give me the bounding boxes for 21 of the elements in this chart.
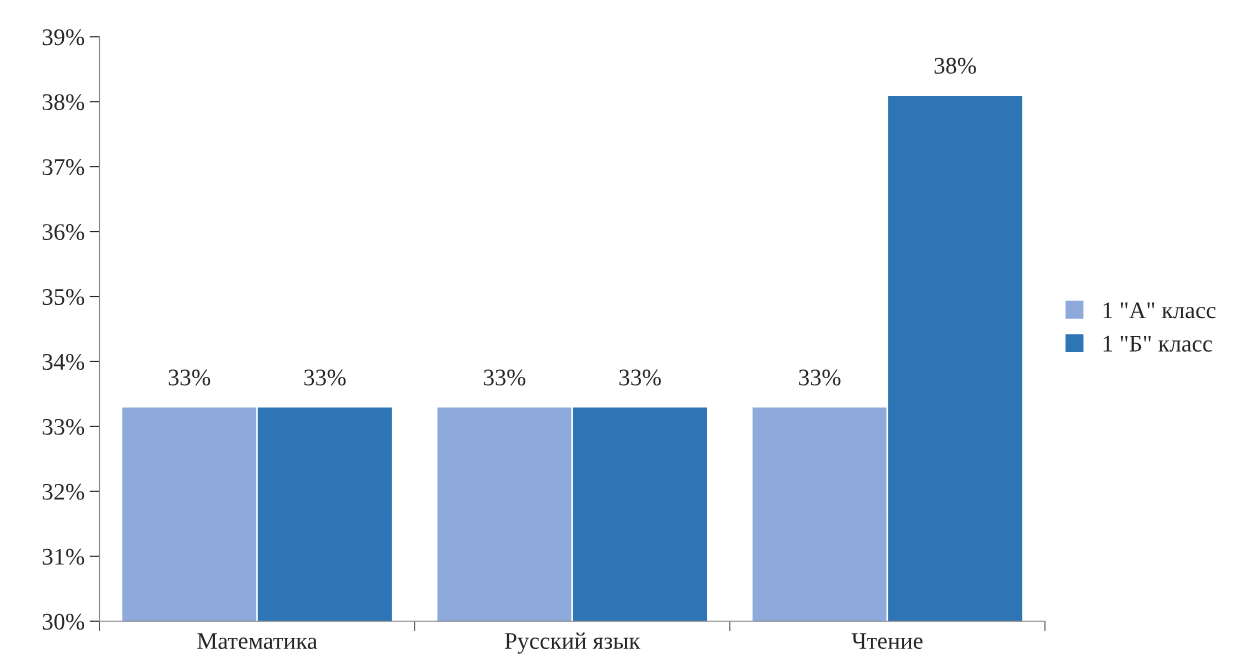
data-label: 33% <box>799 369 841 386</box>
y-tick-label: 34% <box>42 353 85 370</box>
y-tick-label: 36% <box>42 224 85 241</box>
x-tick-label: Русский язык <box>504 632 641 654</box>
y-tick-label: 31% <box>42 548 85 565</box>
y-tick-label: 32% <box>42 483 85 500</box>
y-tick-label: 39% <box>42 29 85 46</box>
y-tick-label: 30% <box>42 613 85 630</box>
data-label: 33% <box>483 369 526 386</box>
data-label: 33% <box>304 369 346 386</box>
x-tick-label: Математика <box>197 633 318 649</box>
data-label: 33% <box>168 369 211 386</box>
data-label: 33% <box>619 369 661 386</box>
data-label: 38% <box>934 57 976 74</box>
x-tick-label: Чтение <box>851 633 923 649</box>
y-tick-label: 33% <box>42 418 85 435</box>
legend-label: 1 "Б" класс <box>1103 335 1213 352</box>
y-tick-label: 38% <box>42 94 85 111</box>
y-tick-label: 37% <box>42 159 85 176</box>
legend-label: 1 "А" класс <box>1103 302 1216 319</box>
y-tick-label: 35% <box>42 289 85 306</box>
